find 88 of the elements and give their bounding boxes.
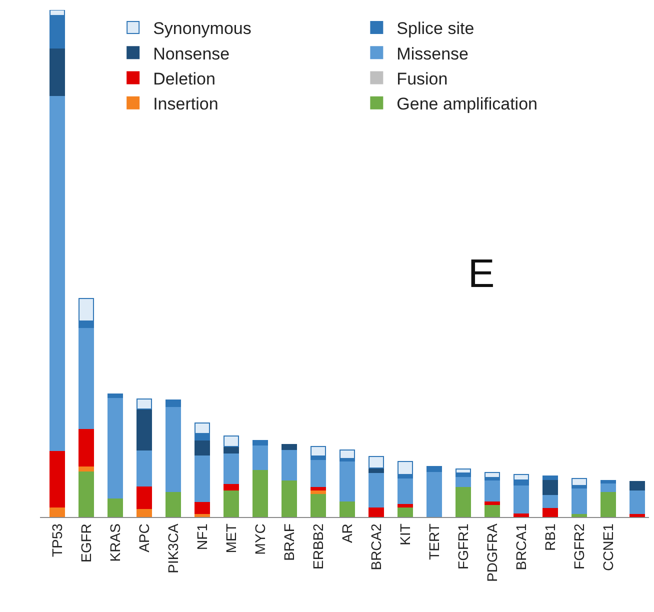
- bar: [194, 454, 210, 502]
- bar: [108, 396, 124, 499]
- x-tick-label: RB1: [542, 523, 558, 551]
- bar: [166, 399, 182, 407]
- bar: [224, 435, 240, 448]
- x-tick-label: PDGFRA: [484, 522, 500, 582]
- bar: [50, 48, 66, 96]
- bar: [50, 506, 66, 517]
- bar: [368, 456, 384, 468]
- x-tick-label: FGFR2: [570, 523, 587, 570]
- bar: [282, 479, 298, 517]
- bar: [426, 470, 442, 517]
- bar: [136, 408, 152, 451]
- bar: [166, 406, 182, 492]
- legend-label: Fusion: [396, 69, 448, 88]
- bar: [136, 398, 152, 410]
- bar: [224, 490, 240, 517]
- bar: [252, 440, 268, 446]
- bar: [542, 475, 558, 480]
- bar: [600, 480, 616, 484]
- bar: [572, 488, 588, 514]
- x-tick-label: CCNE1: [600, 523, 616, 572]
- bar: [456, 476, 472, 488]
- bar: [78, 428, 94, 466]
- bar: [456, 468, 472, 474]
- bar: [194, 439, 210, 456]
- x-tick-label: PIK3CA: [164, 522, 181, 574]
- x-tick-label: TP53: [48, 523, 65, 558]
- bar: [166, 491, 182, 517]
- bar: [514, 484, 530, 514]
- bar: [108, 393, 124, 398]
- bar: [630, 481, 646, 491]
- bar: [484, 504, 500, 517]
- x-tick-label: AR: [338, 524, 355, 544]
- x-tick-label: FGFR1: [454, 523, 471, 570]
- bar: [194, 500, 210, 514]
- bar: [398, 461, 414, 475]
- legend-label: Splice site: [396, 19, 474, 38]
- bar: [630, 490, 646, 514]
- x-tick-label: ERBB2: [310, 523, 326, 570]
- bar: [368, 472, 384, 508]
- bar: [542, 494, 558, 508]
- bar: [398, 477, 414, 504]
- legend-label: Nonsense: [153, 44, 230, 64]
- bar: [78, 326, 94, 429]
- bar: [426, 466, 442, 472]
- x-tick-label: KRAS: [106, 524, 123, 562]
- bar: [310, 459, 326, 488]
- legend-label: Synonymous: [153, 19, 252, 38]
- bar: [252, 468, 268, 517]
- x-tick-label: KIT: [396, 523, 413, 546]
- x-tick-label: EGFR: [78, 524, 94, 562]
- x-tick-label: BRCA2: [368, 523, 384, 570]
- bar: [340, 500, 356, 517]
- bar: [108, 498, 124, 517]
- annotation: E: [468, 252, 495, 296]
- bar: [368, 506, 384, 517]
- bar: [310, 493, 326, 517]
- bar: [340, 460, 356, 502]
- x-tick-label: MYC: [252, 524, 268, 555]
- bar: [282, 444, 298, 450]
- bar: [252, 444, 268, 470]
- bar: [136, 450, 152, 487]
- legend-label: Deletion: [153, 69, 216, 88]
- bar: [484, 472, 500, 478]
- bar: [50, 95, 66, 452]
- bar: [572, 478, 588, 486]
- bar: [50, 450, 66, 508]
- x-tick-label: TERT: [426, 523, 442, 560]
- bar: [282, 449, 298, 480]
- bar: [224, 452, 240, 484]
- bar: [340, 450, 356, 460]
- x-tick-label: BRAF: [280, 524, 297, 561]
- bar: [542, 478, 558, 496]
- bar: [484, 479, 500, 502]
- bar: [310, 446, 326, 457]
- bar: [136, 486, 152, 509]
- legend-label: Gene amplification: [396, 94, 538, 114]
- bar: [600, 491, 616, 517]
- bar: [398, 506, 414, 517]
- x-tick-label: BRCA1: [512, 523, 529, 570]
- bar: [78, 470, 94, 517]
- bar: [456, 486, 472, 517]
- x-tick-label: MET: [222, 523, 239, 554]
- x-tick-label: NF1: [194, 523, 210, 550]
- legend-label: Insertion: [153, 94, 218, 114]
- legend-label: Missense: [396, 44, 468, 64]
- x-tick-label: APC: [136, 524, 152, 552]
